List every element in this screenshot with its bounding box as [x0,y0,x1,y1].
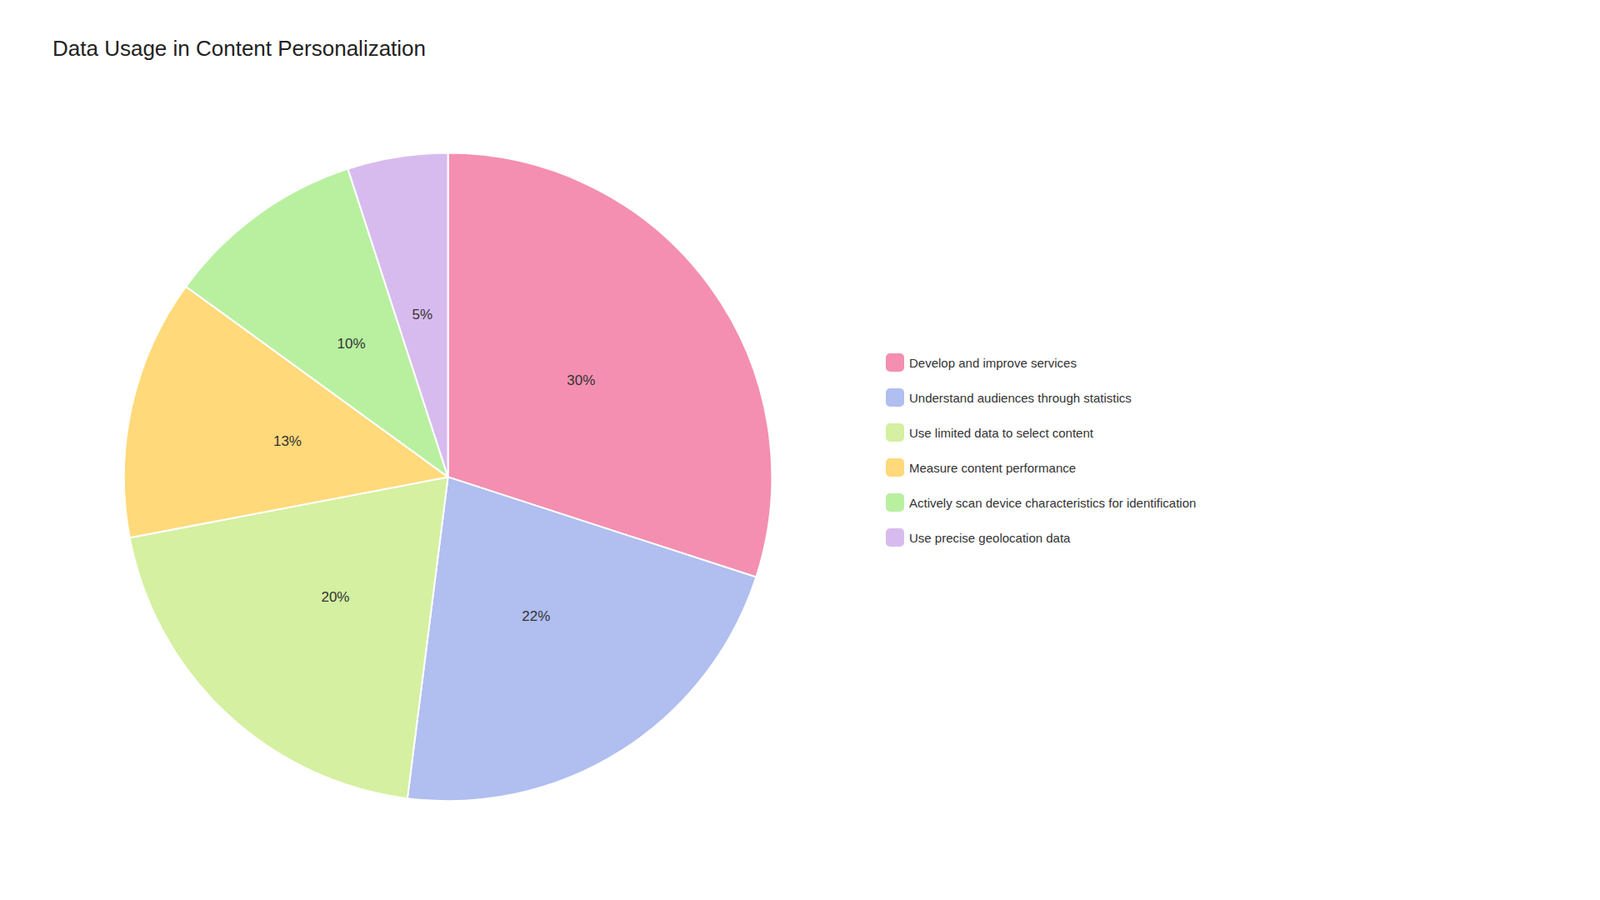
svg-text:10%: 10% [337,335,366,352]
svg-text:Develop and improve services: Develop and improve services [909,355,1077,370]
svg-text:Data Usage in Content Personal: Data Usage in Content Personalization [52,35,426,61]
svg-text:Understand audiences through s: Understand audiences through statistics [909,390,1132,405]
svg-text:22%: 22% [521,608,550,625]
svg-text:Use limited data to select con: Use limited data to select content [909,425,1095,440]
svg-text:5%: 5% [411,306,433,323]
svg-text:30%: 30% [566,372,595,389]
svg-text:20%: 20% [320,589,350,605]
svg-text:Measure content performance: Measure content performance [909,460,1076,475]
svg-text:Use precise geolocation data: Use precise geolocation data [909,530,1071,545]
svg-text:Actively scan device character: Actively scan device characteristics for… [909,495,1196,510]
svg-text:13%: 13% [273,433,302,450]
